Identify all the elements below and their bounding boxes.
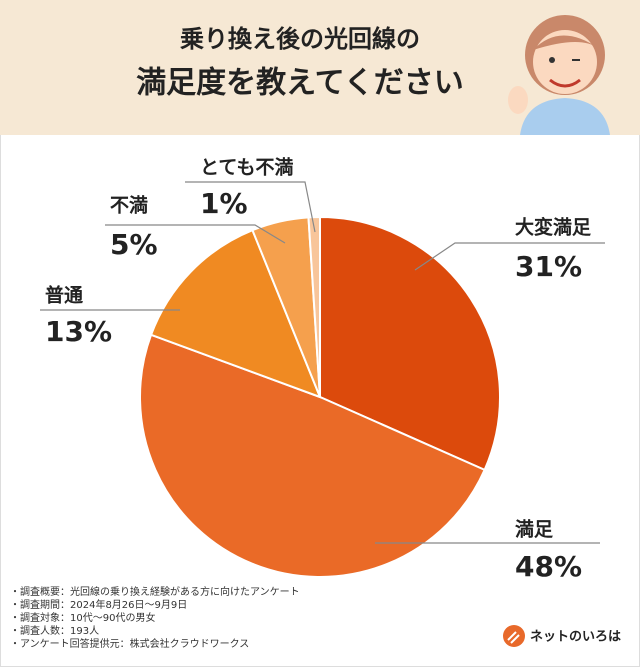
leader-line <box>105 224 286 244</box>
labels: 大変満足 31% 満足 48% 普通 13% 不満 5% とても不満 1% <box>40 157 605 583</box>
pie <box>139 215 501 578</box>
leader-line <box>414 242 605 271</box>
character <box>508 15 610 135</box>
title-line: 乗り換え後の光回線の <box>180 25 420 53</box>
slice-name: とても不満 <box>200 157 293 179</box>
logo-text: ネットのいろは <box>530 630 621 645</box>
slice-value: 48% <box>515 550 582 583</box>
footnote: ・調査人数：193人 <box>10 624 99 637</box>
logo: ネットのいろは <box>503 625 621 647</box>
footnote: ・調査対象：10代〜90代の男女 <box>10 611 155 624</box>
leader-line <box>185 181 316 233</box>
slice-name: 不満 <box>110 195 148 217</box>
pie-slice <box>319 215 501 472</box>
slice-name: 普通 <box>45 284 84 307</box>
notes: ・調査概要：光回線の乗り換え経験がある方に向けたアンケート・調査期間：2024年… <box>10 585 300 650</box>
pie-slice <box>139 333 486 578</box>
pie-slice <box>307 215 321 398</box>
footnote: ・調査概要：光回線の乗り換え経験がある方に向けたアンケート <box>10 585 300 598</box>
footnote: ・アンケート回答提供元：株式会社クラウドワークス <box>10 637 249 650</box>
slice-value: 13% <box>45 315 112 348</box>
slice-name: 満足 <box>515 519 554 541</box>
slice-name: 大変満足 <box>515 216 592 239</box>
title-line: 満足度を教えてください <box>136 66 464 101</box>
slice-value: 5% <box>110 228 158 261</box>
footnote: ・調査期間：2024年8月26日〜9月9日 <box>10 598 187 611</box>
slice-value: 31% <box>515 250 582 283</box>
pie-slice <box>149 228 322 399</box>
slice-value: 1% <box>200 187 248 220</box>
